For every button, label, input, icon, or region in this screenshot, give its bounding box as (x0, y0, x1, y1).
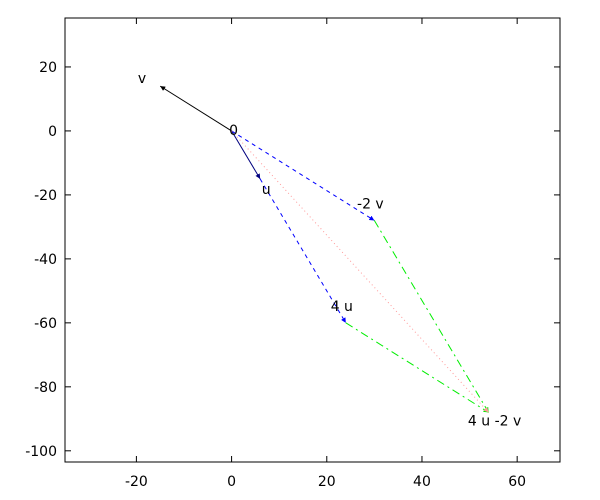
x-tick-label: 40 (413, 474, 431, 490)
point-label: 0 (229, 123, 238, 139)
vector-segment (345, 322, 489, 413)
y-tick-label: -80 (34, 380, 57, 396)
y-tick-label: 0 (48, 124, 57, 140)
point-label: v (138, 71, 146, 87)
x-tick-label: 20 (318, 474, 336, 490)
vector-segment (259, 178, 347, 324)
point-label: -2 v (357, 196, 384, 212)
y-tick-label: -20 (34, 188, 57, 204)
plot-frame (64, 17, 561, 463)
vector-segment (231, 130, 489, 413)
vector-segment (373, 220, 490, 413)
point-label: 4 u -2 v (468, 413, 521, 429)
y-tick-label: -100 (25, 444, 57, 460)
vector-segment (159, 85, 232, 132)
x-tick-label: 60 (508, 474, 526, 490)
x-tick-label: -20 (125, 474, 148, 490)
y-tick-label: 20 (39, 60, 57, 76)
y-tick-label: -40 (34, 252, 57, 268)
vector-segment (231, 130, 375, 221)
vector-segment (231, 130, 261, 180)
point-label: 4 u (331, 299, 353, 315)
y-tick-label: -60 (34, 316, 57, 332)
point-label: u (262, 182, 271, 198)
x-tick-label: 0 (227, 474, 236, 490)
